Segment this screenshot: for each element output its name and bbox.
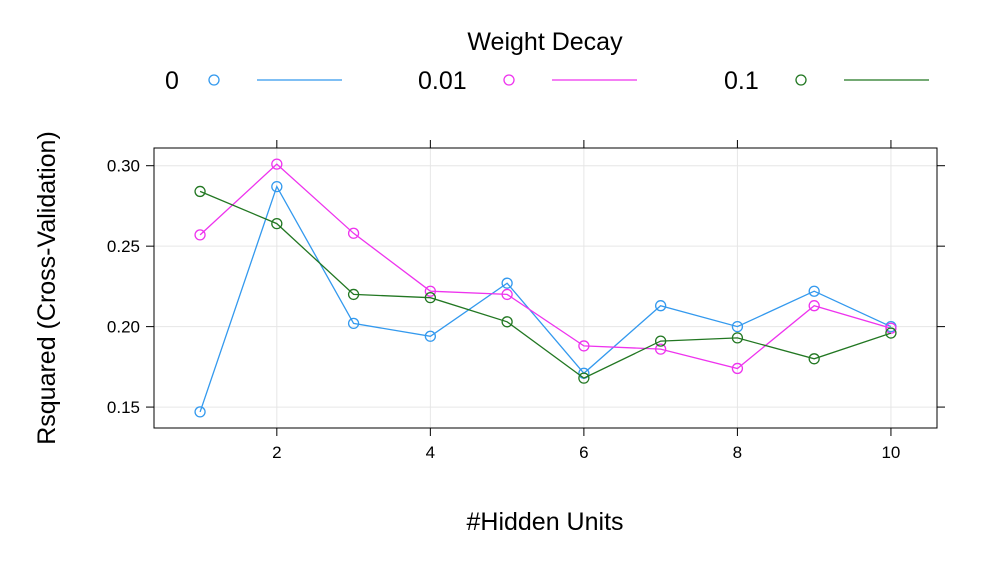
data-point [424, 285, 437, 297]
legend-marker [795, 74, 807, 86]
series-group [194, 158, 897, 418]
data-point [578, 340, 590, 352]
data-point [347, 227, 360, 239]
x-tick-label: 2 [272, 443, 281, 462]
y-tick-label: 0.15 [107, 398, 140, 417]
series-line-0.01 [199, 163, 892, 370]
y-axis-title: Rsquared (Cross-Validation) [33, 131, 61, 445]
x-tick-label: 4 [426, 443, 435, 462]
data-point [808, 353, 820, 365]
data-point [885, 327, 897, 339]
data-point [424, 330, 437, 342]
x-axis-title: #Hidden Units [466, 508, 623, 536]
data-point [347, 288, 360, 301]
data-point [271, 180, 283, 193]
legend: 0 0.01 0.1 [165, 67, 929, 95]
legend-label: 0.1 [724, 67, 759, 95]
data-point [654, 335, 667, 347]
data-point [578, 372, 590, 384]
plot-frame [153, 147, 938, 429]
y-tick-label: 0.20 [107, 318, 140, 337]
x-tick-label: 8 [733, 443, 742, 462]
axes: 2 4 6 8 10 0.15 0.20 0.25 0.30 [107, 140, 945, 462]
data-point [271, 158, 283, 170]
data-point [194, 406, 206, 418]
legend-marker [503, 74, 515, 86]
y-tick-label: 0.30 [107, 157, 140, 176]
data-point [501, 277, 513, 289]
grid [154, 148, 937, 428]
y-tick-label: 0.25 [107, 237, 140, 256]
series-line-0.1 [199, 190, 892, 379]
data-point [808, 300, 820, 312]
data-point [731, 320, 744, 333]
data-point [731, 332, 744, 344]
data-point [194, 229, 206, 241]
legend-marker [208, 74, 220, 86]
data-point [654, 343, 667, 355]
data-point [731, 362, 744, 375]
x-tick-label: 10 [881, 443, 900, 462]
legend-title: Weight Decay [467, 28, 623, 56]
data-point [501, 316, 513, 328]
data-point [501, 288, 513, 301]
series-line-0 [199, 185, 892, 413]
x-tick-label: 6 [579, 443, 588, 462]
data-point [347, 317, 360, 330]
data-point [271, 217, 283, 230]
legend-label: 0 [165, 67, 179, 95]
data-point [654, 300, 667, 312]
legend-label: 0.01 [418, 67, 467, 95]
data-point [194, 185, 206, 198]
data-point [808, 285, 820, 297]
data-point [424, 292, 437, 304]
